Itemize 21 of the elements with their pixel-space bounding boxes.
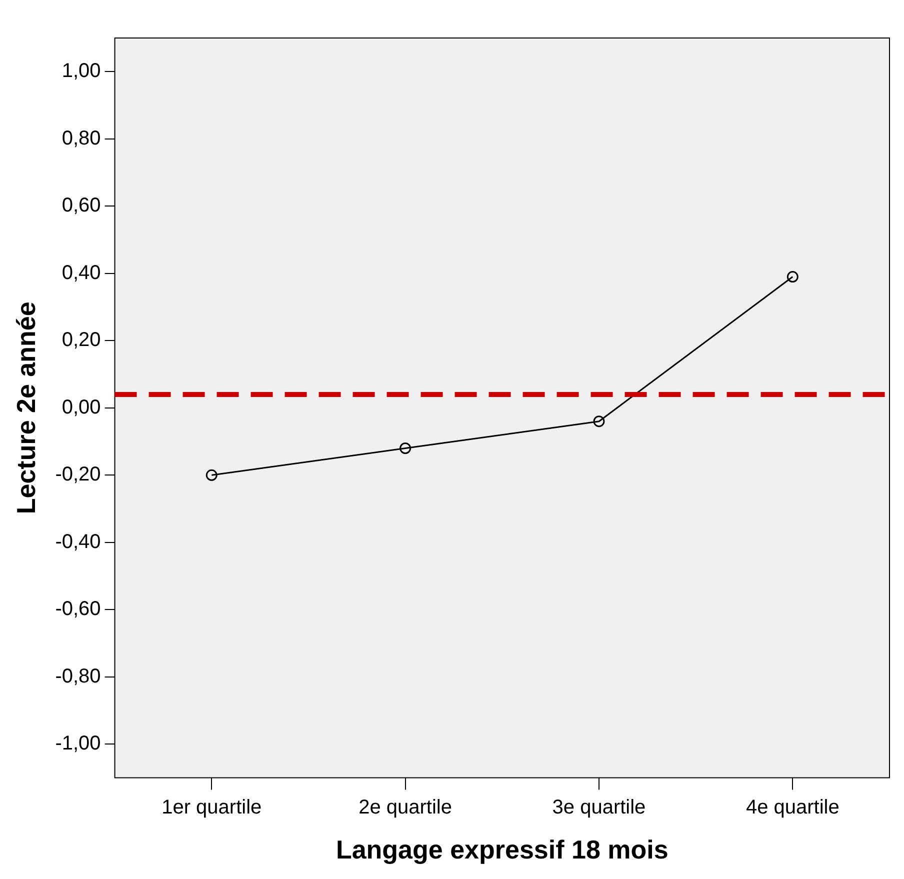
- point: [786, 271, 798, 283]
- x-tick-label: 4e quartile: [746, 796, 840, 818]
- y-tick-label: 0,00: [62, 396, 101, 418]
- point: [400, 442, 412, 454]
- y-tick-label: -0,20: [55, 464, 101, 486]
- point: [593, 416, 605, 428]
- y-tick-label: -0,40: [55, 530, 101, 553]
- y-tick-label: -0,60: [55, 598, 101, 620]
- y-axis-title: Lecture 2e année: [10, 302, 41, 514]
- y-tick-label: 0,40: [62, 262, 101, 284]
- x-tick-label: 1er quartile: [162, 796, 262, 818]
- y-tick-label: 0,80: [62, 127, 101, 150]
- y-tick-label: -1,00: [55, 732, 101, 755]
- y-tick-label: -0,80: [55, 665, 101, 688]
- x-axis-title: Langage expressif 18 mois: [336, 834, 668, 865]
- y-tick-label: 1,00: [62, 60, 101, 82]
- x-tick-label: 3e quartile: [552, 796, 646, 818]
- y-tick-label: 0,20: [62, 329, 101, 352]
- point: [206, 469, 218, 481]
- x-tick-label: 2e quartile: [358, 796, 452, 818]
- y-tick-label: 0,60: [62, 194, 101, 217]
